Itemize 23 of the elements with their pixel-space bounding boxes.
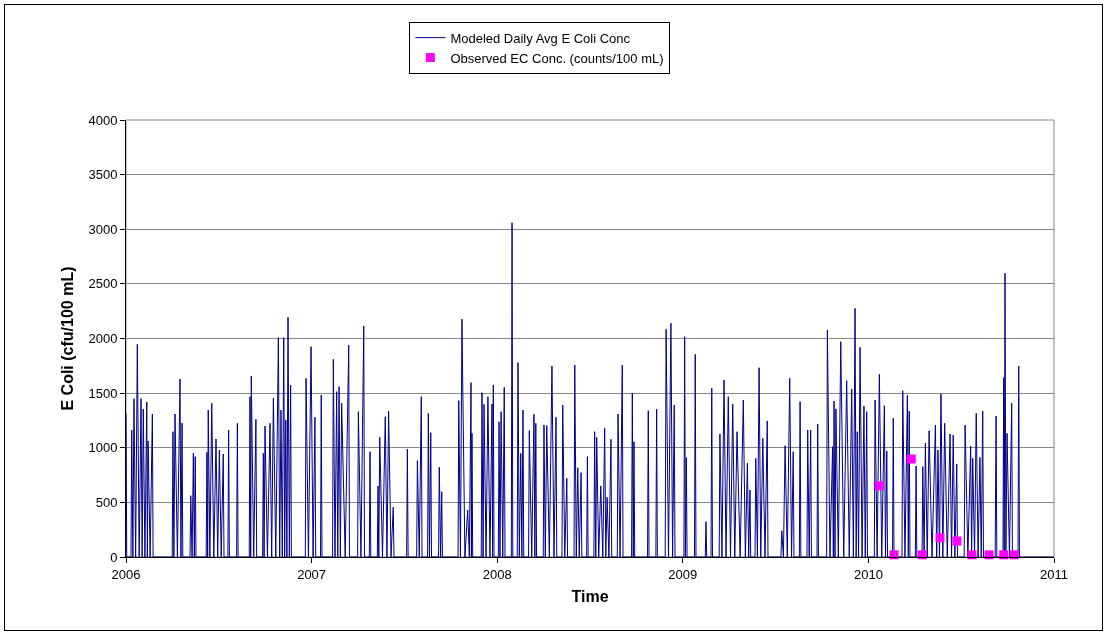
x-axis-title: Time (571, 588, 609, 606)
y-tick-label: 3000 (88, 221, 118, 237)
y-tick-label: 500 (95, 494, 118, 510)
y-tick-label: 0 (110, 549, 118, 565)
y-tick-label: 3500 (88, 167, 118, 183)
point (906, 454, 916, 464)
y-tick-label: 1500 (88, 385, 118, 401)
point (935, 533, 945, 543)
x-tick-label: 2010 (853, 566, 883, 582)
point (952, 536, 962, 546)
y-axis-title: E Coli (cfu/100 mL) (59, 266, 77, 411)
x-tick-label: 2008 (482, 566, 512, 582)
x-tick-label: 2006 (111, 566, 141, 582)
legend-label: Observed EC Conc. (counts/100 mL) (450, 50, 664, 66)
x-tick-label: 2007 (297, 566, 327, 582)
y-tick-label: 4000 (88, 112, 118, 128)
x-tick-label: 2011 (1040, 566, 1068, 582)
point (874, 481, 884, 491)
x-tick-label: 2009 (668, 566, 698, 582)
y-tick-label: 2500 (88, 276, 118, 292)
legend-label: Modeled Daily Avg E Coli Conc (450, 30, 631, 46)
y-tick-label: 2000 (88, 331, 118, 347)
y-tick-label: 1000 (88, 440, 118, 456)
